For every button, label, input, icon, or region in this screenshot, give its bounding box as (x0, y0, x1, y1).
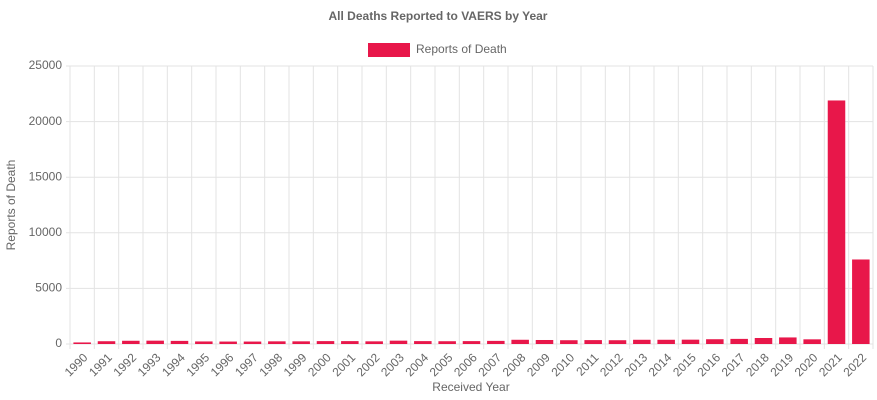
x-tick-label: 1997 (232, 350, 261, 379)
y-axis-title: Reports of Death (4, 160, 18, 251)
bar (219, 341, 237, 344)
x-tick-label: 1999 (281, 350, 310, 379)
x-tick-label: 2022 (840, 350, 869, 379)
legend-label: Reports of Death (416, 42, 507, 56)
bar (754, 337, 773, 344)
bar (706, 339, 724, 344)
bar (487, 340, 505, 344)
bar (608, 340, 627, 344)
bar (122, 340, 140, 344)
x-tick-label: 2021 (816, 350, 845, 379)
bar (803, 339, 821, 344)
x-tick-label: 2020 (792, 350, 821, 379)
x-tick-label: 1991 (86, 350, 115, 379)
x-tick-label: 2019 (767, 350, 796, 379)
bar (195, 341, 213, 344)
y-tick-label: 0 (55, 336, 62, 350)
bar (268, 341, 286, 344)
x-tick-label: 1996 (208, 350, 237, 379)
bar (341, 341, 359, 344)
bar (779, 337, 797, 344)
bar (97, 341, 116, 344)
x-tick-label: 2003 (378, 350, 407, 379)
x-tick-label: 2004 (402, 350, 431, 379)
chart-title: All Deaths Reported to VAERS by Year (329, 9, 548, 23)
x-tick-label: 2015 (670, 350, 699, 379)
bar (730, 338, 748, 344)
x-tick-label: 2010 (548, 350, 577, 379)
x-tick-label: 2018 (743, 350, 772, 379)
x-tick-label: 1993 (135, 350, 164, 379)
bar (73, 342, 91, 344)
x-tick-label: 2016 (694, 350, 723, 379)
bar (316, 341, 335, 344)
x-tick-label: 2011 (573, 350, 601, 378)
bar (827, 100, 846, 344)
bar (633, 339, 651, 344)
bar (462, 341, 481, 344)
x-tick-label: 2013 (621, 350, 650, 379)
bar (243, 341, 262, 344)
bar (292, 341, 310, 344)
bar (438, 341, 456, 344)
x-tick-label: 2012 (597, 350, 626, 379)
y-tick-label: 5000 (35, 281, 62, 295)
x-tick-label: 1994 (159, 350, 188, 379)
x-tick-label: 2017 (719, 350, 748, 379)
bar (511, 339, 529, 344)
x-tick-label: 1998 (256, 350, 285, 379)
bar (414, 341, 432, 344)
bar (657, 339, 675, 344)
bar (389, 340, 408, 344)
x-tick-label: 2008 (500, 350, 529, 379)
x-tick-label: 2007 (475, 350, 504, 379)
x-tick-label: 2006 (451, 350, 480, 379)
x-tick-label: 1990 (62, 350, 91, 379)
bar (146, 340, 164, 344)
y-tick-label: 10000 (29, 225, 63, 239)
bar (852, 259, 870, 344)
x-tick-label: 1995 (183, 350, 212, 379)
y-tick-label: 15000 (29, 169, 63, 183)
bar (681, 339, 700, 344)
y-tick-label: 20000 (29, 114, 63, 128)
bar (365, 341, 383, 344)
y-tick-label: 25000 (29, 58, 63, 72)
bar (584, 340, 602, 344)
bar (535, 339, 554, 344)
x-tick-label: 2002 (354, 350, 383, 379)
x-tick-label: 2005 (427, 350, 456, 379)
x-tick-label: 2000 (305, 350, 334, 379)
x-tick-label: 2001 (329, 350, 358, 379)
x-axis-title: Received Year (432, 380, 509, 394)
bar (170, 340, 189, 344)
x-tick-label: 2009 (524, 350, 553, 379)
legend-swatch (368, 43, 410, 57)
bar (560, 340, 578, 344)
x-tick-label: 1992 (110, 350, 139, 379)
x-tick-label: 2014 (646, 350, 675, 379)
